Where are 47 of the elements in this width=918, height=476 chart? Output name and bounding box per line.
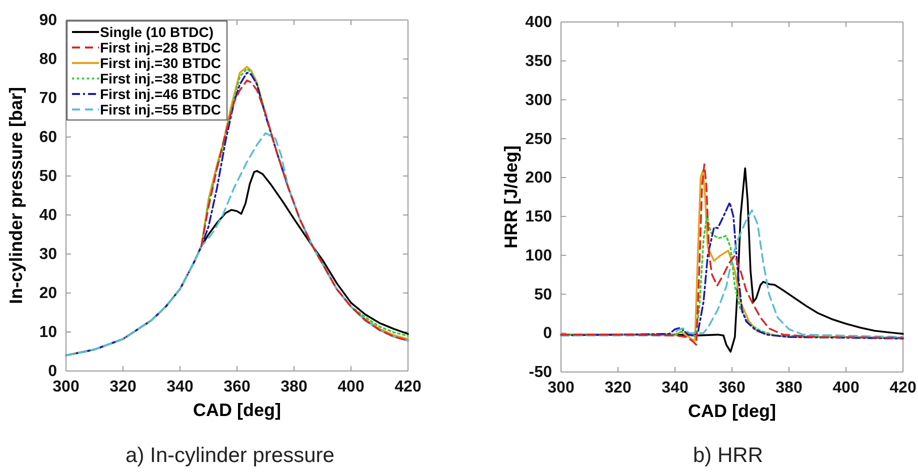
legend-label: First inj.=38 BTDC <box>100 70 221 86</box>
x-tick-label: 420 <box>890 379 916 396</box>
y-tick-label: 20 <box>39 285 58 302</box>
y-tick-label: 0 <box>48 363 58 380</box>
x-tick-label: 320 <box>110 378 136 396</box>
x-tick-label: 400 <box>832 379 860 396</box>
x-tick-label: 300 <box>548 379 574 396</box>
x-tick-label: 360 <box>718 379 746 396</box>
line-series <box>65 132 409 356</box>
x-tick-label: 320 <box>604 379 632 396</box>
y-tick-label: 0 <box>543 325 552 342</box>
x-tick-label: 340 <box>166 378 194 396</box>
y-tick-label: 10 <box>39 324 58 342</box>
y-tick-label: 400 <box>525 14 552 32</box>
y-tick-label: 100 <box>525 247 552 264</box>
legend-label: First inj.=28 BTDC <box>100 40 221 56</box>
y-tick-label: 350 <box>525 53 552 70</box>
y-tick-label: 90 <box>39 12 58 30</box>
y-tick-label: 40 <box>39 207 58 224</box>
x-tick-label: 300 <box>52 378 80 396</box>
text: a) In-cylinder pressure <box>126 444 334 467</box>
y-tick-label: 50 <box>39 168 58 186</box>
x-tick-label: 420 <box>394 378 422 396</box>
x-axis-title: CAD [deg] <box>688 401 776 421</box>
x-tick-label: 380 <box>776 379 802 396</box>
x-tick-label: 360 <box>224 378 250 396</box>
x-axis-title: CAD [deg] <box>193 400 281 420</box>
legend-label: First inj.=30 BTDC <box>100 55 221 71</box>
y-tick-label: 60 <box>39 129 58 146</box>
x-tick-label: 340 <box>662 379 688 396</box>
text: b) HRR <box>692 444 764 467</box>
legend-label: Single (10 BTDC) <box>100 24 214 40</box>
y-tick-label: -50 <box>528 364 552 382</box>
y-tick-label: 70 <box>39 90 58 108</box>
y-axis-title: HRR [J/deg] <box>501 146 521 248</box>
y-tick-label: 80 <box>39 51 58 68</box>
y-tick-label: 150 <box>525 208 552 226</box>
y-tick-label: 250 <box>525 130 552 148</box>
x-tick-label: 380 <box>280 378 308 396</box>
y-axis-title: In-cylinder pressure [bar] <box>6 86 26 304</box>
x-tick-label: 400 <box>338 378 364 396</box>
y-tick-label: 30 <box>39 246 58 264</box>
y-tick-label: 300 <box>525 92 552 109</box>
legend-label: First inj.=46 BTDC <box>100 86 221 102</box>
y-tick-label: 50 <box>534 286 552 304</box>
legend-label: First inj.=55 BTDC <box>100 102 221 118</box>
y-tick-label: 200 <box>525 170 552 187</box>
